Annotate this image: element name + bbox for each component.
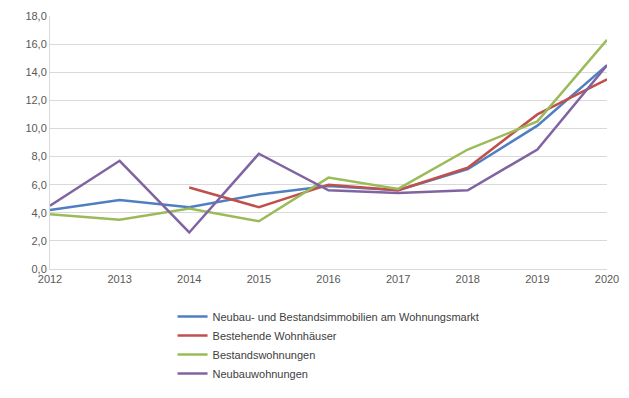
svg-text:2014: 2014 [177, 273, 201, 285]
svg-text:2020: 2020 [595, 273, 619, 285]
svg-text:Neubau- und Bestandsimmobilien: Neubau- und Bestandsimmobilien am Wohnun… [213, 311, 479, 323]
svg-text:2015: 2015 [247, 273, 271, 285]
svg-text:2019: 2019 [525, 273, 549, 285]
svg-text:Bestandswohnungen: Bestandswohnungen [213, 349, 316, 361]
svg-text:0,0: 0,0 [32, 263, 47, 275]
svg-text:8,0: 8,0 [32, 150, 47, 162]
svg-text:2012: 2012 [38, 273, 62, 285]
svg-text:12,0: 12,0 [25, 94, 46, 106]
svg-text:2,0: 2,0 [32, 235, 47, 247]
svg-text:2018: 2018 [456, 273, 480, 285]
svg-text:6,0: 6,0 [32, 179, 47, 191]
svg-text:4,0: 4,0 [32, 207, 47, 219]
svg-text:10,0: 10,0 [25, 122, 46, 134]
svg-text:Bestehende Wohnhäuser: Bestehende Wohnhäuser [213, 330, 337, 342]
svg-text:2017: 2017 [386, 273, 410, 285]
svg-text:14,0: 14,0 [25, 66, 46, 78]
svg-text:18,0: 18,0 [25, 10, 46, 22]
svg-text:2016: 2016 [316, 273, 340, 285]
svg-text:16,0: 16,0 [25, 38, 46, 50]
svg-text:2013: 2013 [107, 273, 131, 285]
svg-text:Neubauwohnungen: Neubauwohnungen [213, 368, 308, 380]
